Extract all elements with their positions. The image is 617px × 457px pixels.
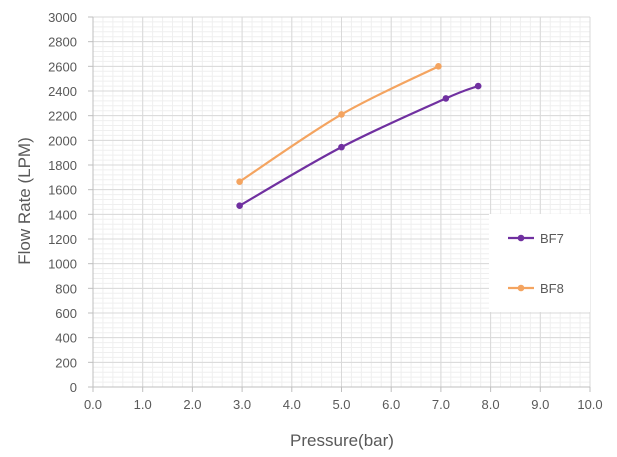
data-point-bf8 (338, 111, 345, 118)
y-tick-label: 800 (55, 281, 77, 296)
y-tick-label: 600 (55, 306, 77, 321)
y-tick-label: 2800 (48, 35, 77, 50)
legend-marker-bf7 (517, 234, 525, 242)
data-point-bf7 (236, 202, 243, 209)
y-tick-label: 1600 (48, 183, 77, 198)
y-axis-title: Flow Rate (LPM) (15, 137, 34, 265)
y-tick-label: 200 (55, 355, 77, 370)
major-gridlines (92, 16, 591, 388)
y-tick-label: 0 (70, 380, 77, 395)
y-tick-label: 1200 (48, 232, 77, 247)
y-tick-label: 2600 (48, 59, 77, 74)
x-tick-label: 5.0 (332, 397, 350, 412)
y-tick-label: 2200 (48, 109, 77, 124)
legend-marker-bf8 (517, 284, 525, 292)
series-line-bf8 (239, 65, 439, 183)
data-point-bf8 (236, 178, 243, 185)
legend-box (489, 214, 590, 312)
data-point-bf8 (435, 63, 442, 70)
x-tick-label: 1.0 (134, 397, 152, 412)
y-tick-label: 1400 (48, 207, 77, 222)
x-tick-label: 6.0 (382, 397, 400, 412)
y-tick-label: 1800 (48, 158, 77, 173)
legend: BF7 BF8 (489, 214, 590, 312)
x-tick-label: 7.0 (432, 397, 450, 412)
y-tick-label: 400 (55, 331, 77, 346)
x-tick-label: 0.0 (84, 397, 102, 412)
series-line-bf7 (239, 85, 479, 207)
x-tick-label: 2.0 (183, 397, 201, 412)
x-tick-label: 3.0 (233, 397, 251, 412)
y-tick-label: 2000 (48, 133, 77, 148)
x-tick-label: 9.0 (531, 397, 549, 412)
axes (88, 16, 591, 392)
tick-labels: 0.0 1.0 2.0 3.0 4.0 5.0 6.0 7.0 8.0 9.0 10.0 0 200 40… (48, 10, 603, 412)
legend-label-bf7: BF7 (540, 231, 564, 246)
x-tick-label: 8.0 (482, 397, 500, 412)
x-tick-label: 4.0 (283, 397, 301, 412)
y-tick-label: 3000 (48, 10, 77, 25)
legend-label-bf8: BF8 (540, 281, 564, 296)
data-point-bf7 (442, 95, 450, 102)
data-point-bf7 (338, 143, 345, 151)
x-axis-title: Pressure(bar) (290, 431, 394, 450)
y-tick-label: 1000 (48, 257, 77, 272)
data-point-bf7 (474, 82, 482, 90)
x-tick-label: 10.0 (577, 397, 602, 412)
y-tick-label: 2400 (48, 84, 77, 99)
series-group (236, 63, 482, 209)
